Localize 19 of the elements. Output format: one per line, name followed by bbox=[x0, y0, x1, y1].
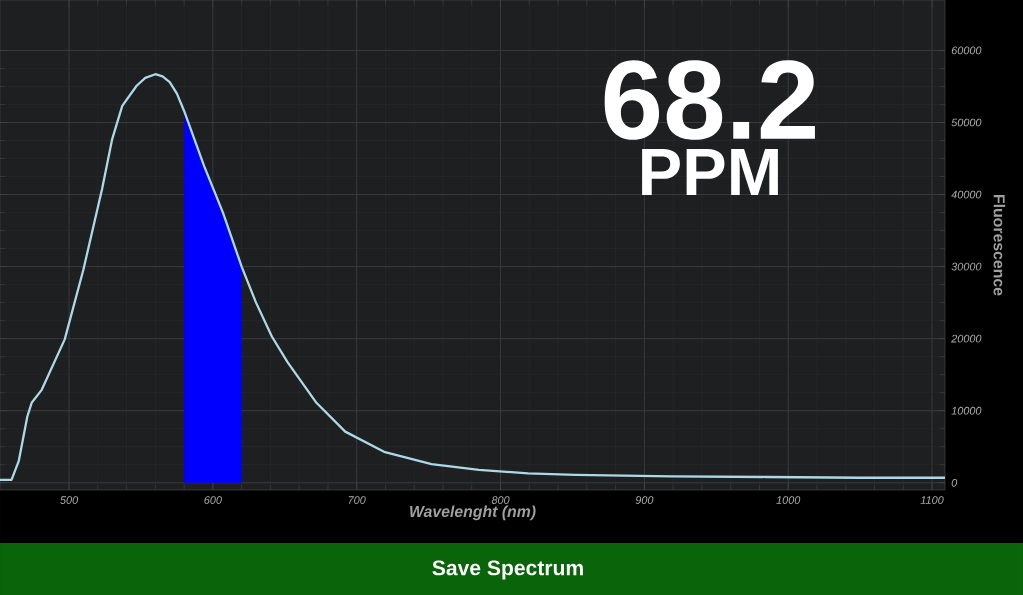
x-tick-label: 800 bbox=[491, 496, 510, 504]
x-tick-label: 500 bbox=[60, 496, 79, 504]
text: Save Spectrum bbox=[432, 560, 583, 580]
y-tick-label: 50000 bbox=[951, 118, 982, 127]
x-tick-label: 1100 bbox=[920, 496, 944, 504]
y-tick-label: 10000 bbox=[951, 406, 982, 415]
x-tick-label: 700 bbox=[348, 496, 366, 504]
x-tick-label: 600 bbox=[204, 496, 222, 504]
annotation: PPM bbox=[642, 149, 778, 195]
y-axis-title: Fluorescence bbox=[993, 195, 1006, 296]
x-tick-label: 900 bbox=[635, 496, 654, 504]
y-tick-label: 60000 bbox=[951, 46, 982, 55]
y-tick-label: 30000 bbox=[951, 262, 982, 271]
x-tick-label: 1000 bbox=[776, 496, 801, 504]
y-tick-label: 40000 bbox=[951, 190, 982, 199]
annotation: 68.2 bbox=[604, 60, 815, 140]
y-tick-label: 20000 bbox=[951, 334, 982, 343]
y-tick-label: 0 bbox=[951, 478, 958, 487]
x-axis-title: Wavelenght (nm) bbox=[410, 505, 536, 521]
